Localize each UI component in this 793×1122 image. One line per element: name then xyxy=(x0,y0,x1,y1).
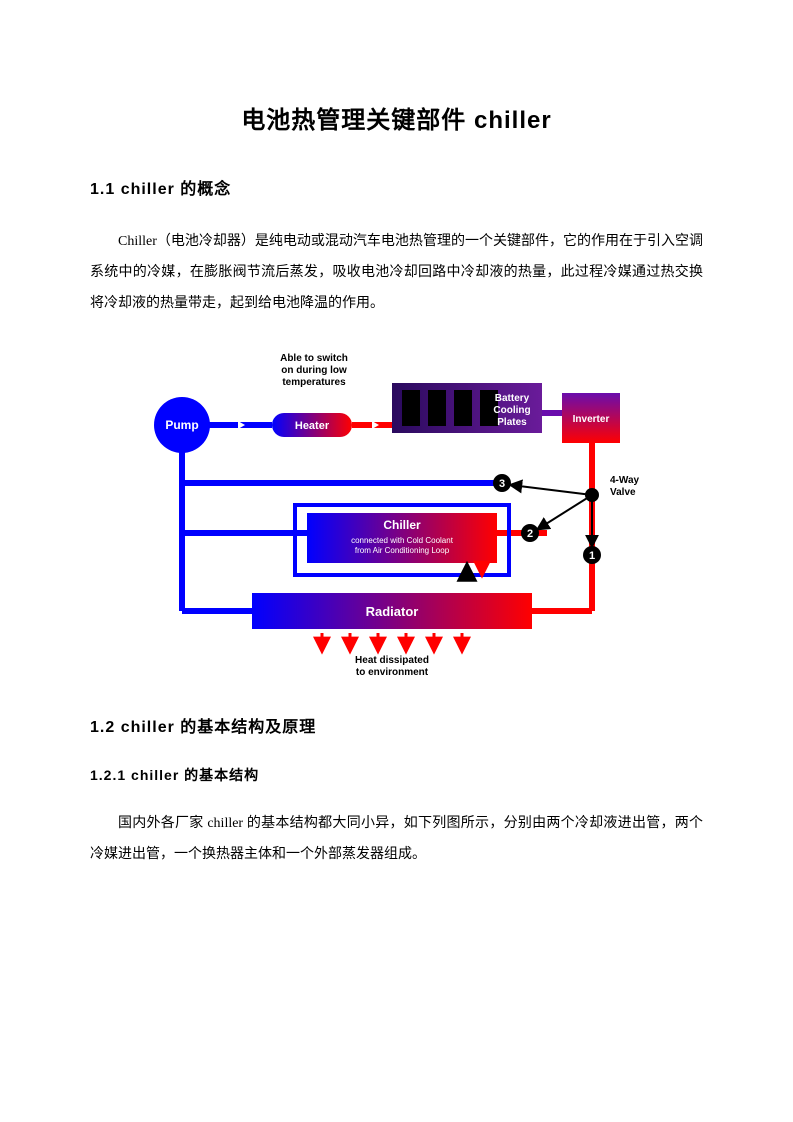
svg-text:Battery: Battery xyxy=(494,393,529,404)
svg-text:from Air Conditioning Loop: from Air Conditioning Loop xyxy=(354,546,449,555)
thermal-management-diagram: Pump Heater Able to switchon during lowtem… xyxy=(142,343,652,683)
svg-text:Valve: Valve xyxy=(610,487,636,498)
svg-text:to environment: to environment xyxy=(355,667,428,678)
document-title: 电池热管理关键部件 chiller xyxy=(90,100,703,135)
section-2-1-heading: 1.2.1 chiller 的基本结构 xyxy=(90,765,703,785)
section-1-heading: 1.1 chiller 的概念 xyxy=(90,175,703,199)
svg-text:connected with Cold Coolant: connected with Cold Coolant xyxy=(351,536,454,545)
svg-text:4-Way: 4-Way xyxy=(610,475,640,486)
section-1-paragraph: Chiller（电池冷却器）是纯电动或混动汽车电池热管理的一个关键部件，它的作用… xyxy=(90,227,703,319)
svg-text:Pump: Pump xyxy=(165,418,198,432)
svg-text:Heater: Heater xyxy=(294,420,329,432)
svg-text:temperatures: temperatures xyxy=(282,377,346,388)
svg-text:3: 3 xyxy=(498,478,504,490)
svg-text:2: 2 xyxy=(526,528,532,540)
svg-text:1: 1 xyxy=(588,550,594,562)
svg-text:Heat dissipated: Heat dissipated xyxy=(355,655,429,666)
section-2-heading: 1.2 chiller 的基本结构及原理 xyxy=(90,713,703,737)
section-2-1-paragraph: 国内外各厂家 chiller 的基本结构都大同小异，如下列图所示，分别由两个冷却… xyxy=(90,809,703,871)
svg-text:Cooling: Cooling xyxy=(493,405,530,416)
svg-text:Able to switch: Able to switch xyxy=(280,353,348,364)
svg-text:Inverter: Inverter xyxy=(572,414,609,425)
svg-text:Chiller: Chiller xyxy=(383,518,421,532)
diagram-svg: Pump Heater Able to switchon during lowtem… xyxy=(142,343,652,683)
svg-text:Radiator: Radiator xyxy=(365,604,418,619)
svg-text:Plates: Plates xyxy=(497,417,527,428)
svg-text:on during low: on during low xyxy=(281,365,347,376)
